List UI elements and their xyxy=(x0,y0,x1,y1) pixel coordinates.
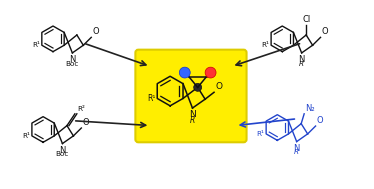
Text: N: N xyxy=(189,110,196,119)
Text: Boc: Boc xyxy=(66,61,79,67)
Text: R: R xyxy=(190,116,195,125)
Text: O: O xyxy=(82,118,89,127)
Text: R¹: R¹ xyxy=(256,131,264,137)
Text: N: N xyxy=(59,146,65,155)
Text: N: N xyxy=(69,55,76,64)
Text: R¹: R¹ xyxy=(22,133,30,139)
Text: N₂: N₂ xyxy=(305,104,315,113)
Text: R¹: R¹ xyxy=(147,94,155,103)
Text: N: N xyxy=(298,55,305,64)
Text: N: N xyxy=(294,144,300,153)
Text: O: O xyxy=(92,27,99,36)
Text: R: R xyxy=(294,149,299,156)
Circle shape xyxy=(179,67,190,78)
Circle shape xyxy=(194,83,202,91)
Text: R: R xyxy=(299,61,304,67)
Text: R¹: R¹ xyxy=(32,42,40,48)
Circle shape xyxy=(205,67,216,78)
Text: R²: R² xyxy=(77,106,85,112)
Text: O: O xyxy=(322,27,328,36)
Text: Boc: Boc xyxy=(56,151,69,157)
Text: O: O xyxy=(215,82,222,91)
Text: Cl: Cl xyxy=(302,15,310,24)
Text: O: O xyxy=(316,116,323,125)
Text: R¹: R¹ xyxy=(261,42,269,48)
FancyBboxPatch shape xyxy=(135,50,246,142)
